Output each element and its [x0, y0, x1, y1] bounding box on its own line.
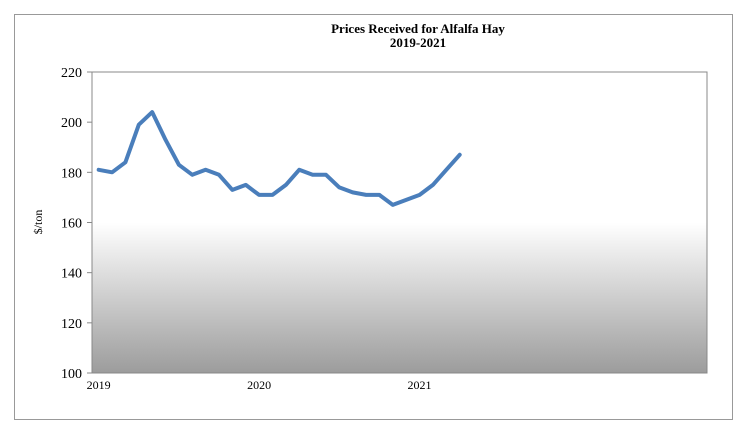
- y-tick-label: 200: [61, 116, 82, 131]
- y-tick-label: 220: [61, 66, 82, 81]
- y-axis-label: $/ton: [31, 210, 45, 235]
- y-tick-label: 180: [61, 166, 82, 181]
- x-tick-label: 2020: [247, 378, 271, 392]
- x-tick-label: 2021: [408, 378, 432, 392]
- chart-subtitle: 2019-2021: [390, 35, 446, 50]
- y-tick-label: 160: [61, 217, 82, 232]
- y-tick-label: 100: [61, 367, 82, 382]
- data-line: [96, 110, 462, 207]
- x-tick-label: 2019: [87, 378, 111, 392]
- plot-area: [91, 71, 708, 374]
- y-tick-label: 140: [61, 267, 82, 282]
- y-tick-label: 120: [61, 317, 82, 332]
- chart-title: Prices Received for Alfalfa Hay: [331, 21, 505, 36]
